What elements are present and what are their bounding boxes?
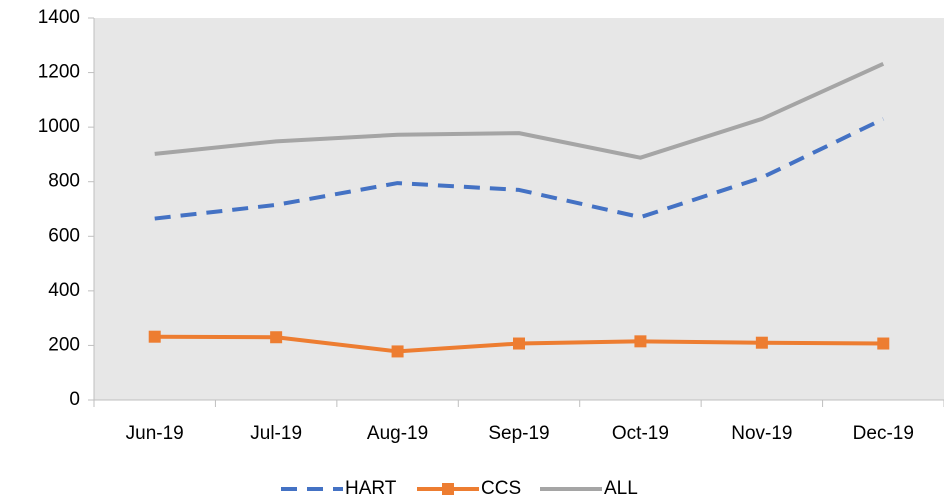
x-tick-label: Jun-19: [126, 423, 184, 444]
legend-label: ALL: [604, 478, 638, 499]
y-tick-label: 600: [48, 225, 80, 246]
y-tick-label: 800: [48, 171, 80, 192]
y-tick-label: 400: [48, 280, 80, 301]
y-tick-label: 200: [48, 334, 80, 355]
point-marker: [270, 331, 283, 344]
legend-label: HART: [345, 478, 397, 499]
y-tick-label: 1400: [38, 7, 80, 28]
point-marker: [877, 337, 890, 350]
legend-label: CCS: [481, 478, 521, 499]
point-marker: [513, 337, 525, 350]
series-line: [154, 62, 885, 160]
legend-marker: [442, 483, 454, 495]
point-marker: [391, 345, 404, 358]
x-tick-label: Sep-19: [488, 423, 549, 444]
y-tick-label: 0: [69, 389, 80, 410]
x-tick-label: Aug-19: [367, 423, 428, 444]
point-marker: [755, 336, 768, 349]
point-marker: [148, 330, 161, 343]
y-tick-label: 1200: [38, 62, 80, 83]
x-tick-label: Oct-19: [612, 423, 669, 444]
x-tick-label: Nov-19: [731, 423, 792, 444]
y-tick-label: 1000: [38, 116, 80, 137]
point-marker: [634, 335, 647, 348]
series-line: [154, 117, 885, 221]
x-tick-label: Jul-19: [250, 423, 302, 444]
x-tick-label: Dec-19: [853, 423, 914, 444]
